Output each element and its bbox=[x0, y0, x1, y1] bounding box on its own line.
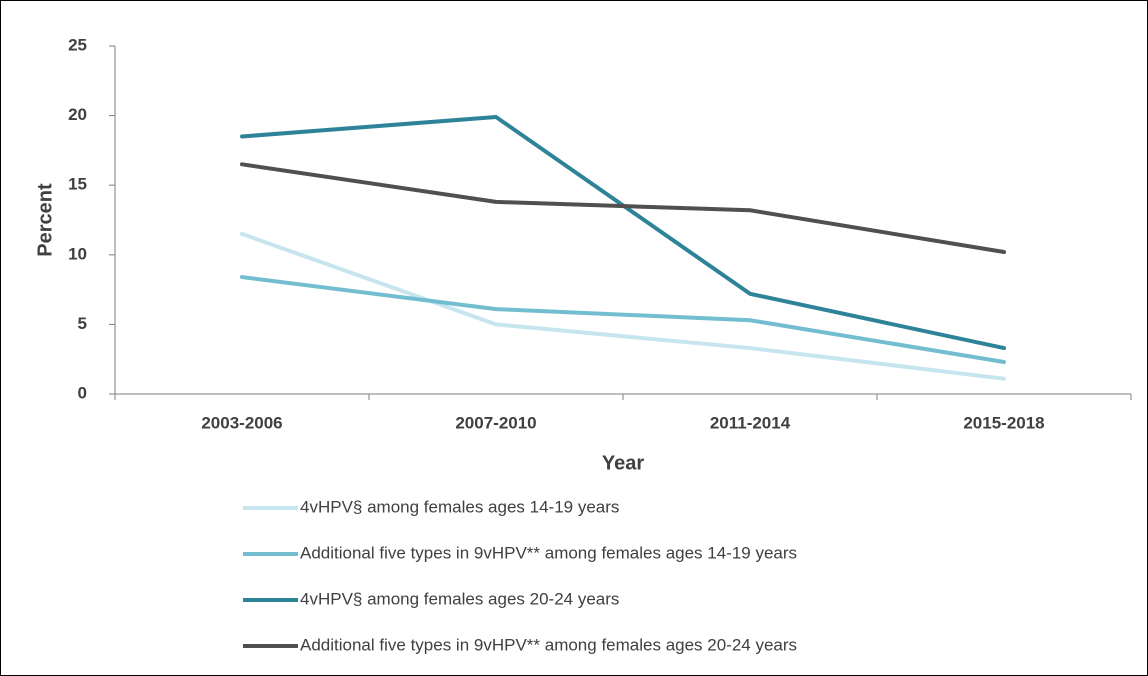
legend-label: Additional five types in 9vHPV** among f… bbox=[300, 543, 797, 562]
legend-label: 4vHPV§ among females ages 20-24 years bbox=[300, 589, 619, 608]
y-tick-label: 5 bbox=[78, 314, 87, 333]
x-tick-label: 2007-2010 bbox=[455, 413, 536, 432]
series-line bbox=[240, 162, 1006, 255]
x-tick-label: 2011-2014 bbox=[710, 413, 791, 432]
y-tick-label: 20 bbox=[68, 105, 87, 124]
y-tick-label: 15 bbox=[68, 175, 87, 194]
x-tick-label: 2003-2006 bbox=[201, 413, 282, 432]
y-axis-title: Percent bbox=[34, 183, 56, 257]
x-tick-label: 2015-2018 bbox=[963, 413, 1044, 432]
series-line bbox=[240, 275, 1006, 364]
y-tick-label: 0 bbox=[78, 383, 87, 402]
legend-label: 4vHPV§ among females ages 14-19 years bbox=[300, 497, 619, 516]
x-axis-title: Year bbox=[602, 452, 644, 474]
legend-label: Additional five types in 9vHPV** among f… bbox=[300, 635, 797, 654]
series-line bbox=[240, 231, 1006, 381]
y-tick-label: 10 bbox=[68, 244, 87, 263]
y-tick-label: 25 bbox=[68, 35, 87, 54]
